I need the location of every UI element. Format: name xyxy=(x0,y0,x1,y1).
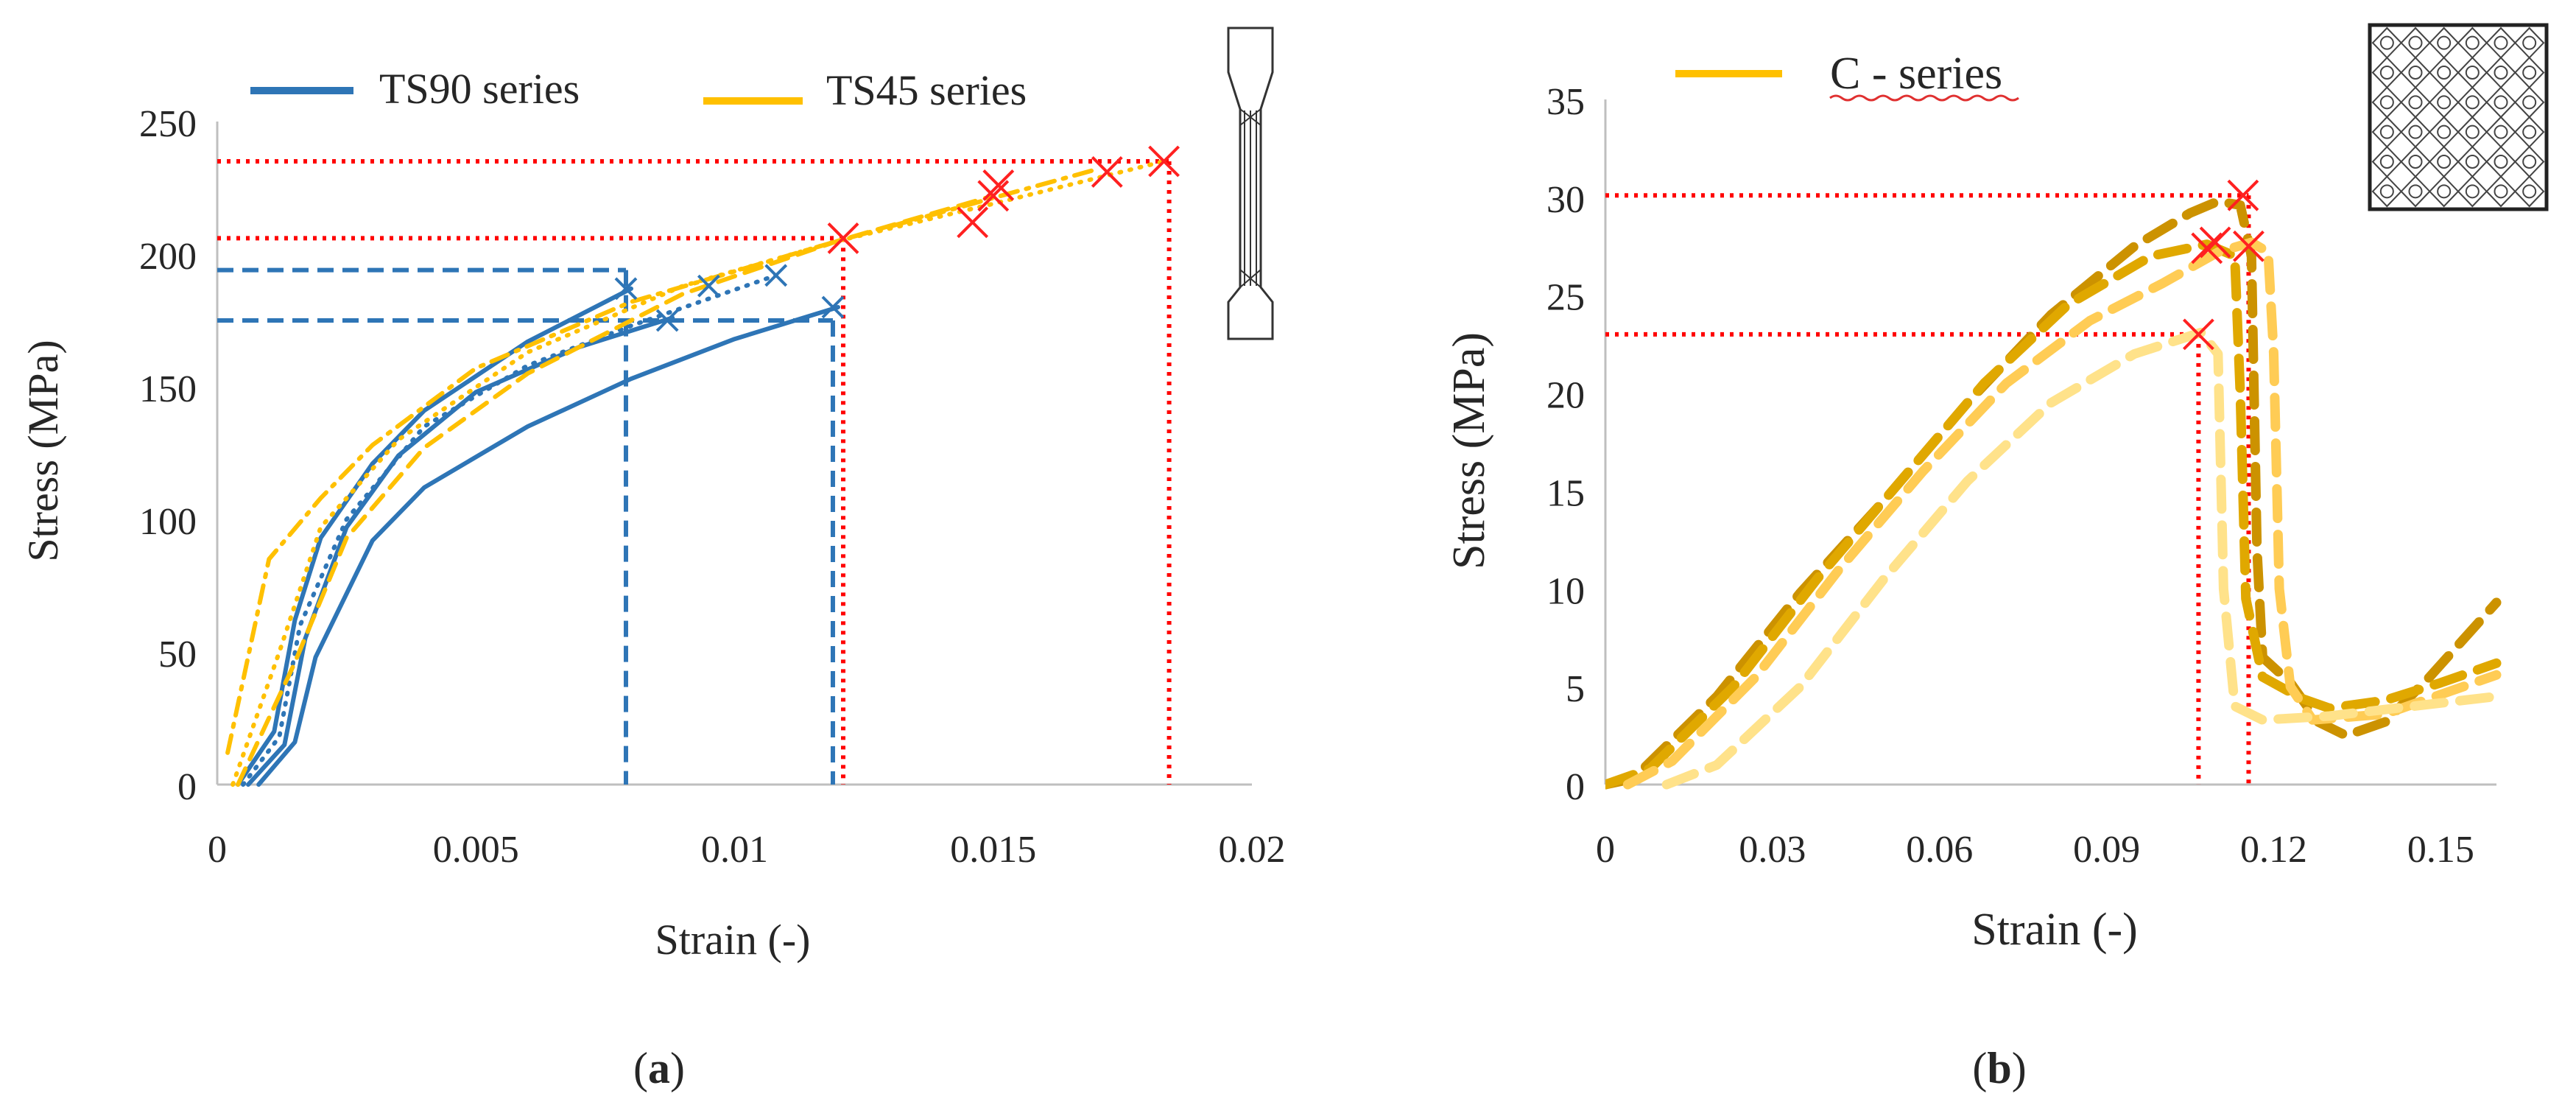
series-line-1 xyxy=(236,286,633,787)
y-tick-label: 100 xyxy=(139,501,197,543)
failure-marker xyxy=(2227,179,2259,211)
chart-a: 0 0.005 0.01 0.015 0.02 0 50 100 150 200 250 Strai… xyxy=(19,27,1286,1092)
failure-marker xyxy=(2191,232,2223,264)
legend-label-ts90: TS90 series xyxy=(379,65,580,113)
x-tick-label: 0.005 xyxy=(433,829,519,871)
y-tick-label: 10 xyxy=(1546,570,1585,612)
panel-b-label: (b) xyxy=(1972,1044,2026,1092)
failure-marker xyxy=(821,295,845,319)
series-line-2 xyxy=(1605,239,2502,790)
chart-b-xlabel: Strain (-) xyxy=(1971,905,2138,955)
y-tick-label: 150 xyxy=(139,368,197,410)
chart-a-failure-marks xyxy=(614,145,1180,332)
chart-b-axes xyxy=(1604,99,2496,786)
lattice-structure-icon xyxy=(2368,23,2549,211)
x-tick-label: 0.02 xyxy=(1219,829,1286,871)
legend-label-ts45: TS45 series xyxy=(826,66,1027,114)
x-tick-label: 0 xyxy=(208,829,227,871)
y-tick-label: 5 xyxy=(1566,668,1585,710)
y-tick-label: 25 xyxy=(1546,277,1585,319)
failure-marker xyxy=(655,309,679,332)
panel-a-label: (a) xyxy=(633,1044,685,1092)
failure-marker xyxy=(2199,226,2231,259)
failure-marker xyxy=(827,222,859,254)
chart-a-ylabel: Stress (MPa) xyxy=(19,340,67,561)
failure-marker xyxy=(957,206,989,239)
y-tick-label: 0 xyxy=(1566,766,1585,808)
chart-a-axes xyxy=(216,122,1252,786)
failure-marker xyxy=(2233,230,2264,262)
series-line-2 xyxy=(246,315,675,787)
failure-marker xyxy=(697,274,720,298)
y-tick-label: 250 xyxy=(139,103,197,145)
failure-marker xyxy=(764,264,788,287)
chart-b-ticks: 0 0.03 0.06 0.09 0.12 0.15 0 5 10 15 20 25 30 35 xyxy=(1546,81,2474,871)
y-tick-label: 20 xyxy=(1546,375,1585,417)
y-tick-label: 50 xyxy=(158,634,197,676)
chart-b-ylabel: Stress (MPa) xyxy=(1444,332,1494,569)
failure-marker xyxy=(982,169,1015,201)
series-line-4 xyxy=(241,273,778,787)
x-tick-label: 0.12 xyxy=(2240,829,2307,871)
dogbone-specimen-icon xyxy=(1227,27,1274,340)
x-tick-label: 0.01 xyxy=(701,829,768,871)
failure-marker xyxy=(1091,155,1123,188)
y-tick-label: 200 xyxy=(139,236,197,278)
x-tick-label: 0 xyxy=(1596,829,1615,871)
series-line-3 xyxy=(256,305,840,787)
failure-marker xyxy=(977,180,1010,212)
series-line-7 xyxy=(230,159,1166,787)
chart-a-guides xyxy=(217,159,1172,785)
y-tick-label: 0 xyxy=(177,766,197,808)
chart-b: 0 0.03 0.06 0.09 0.12 0.15 0 5 10 15 20 25 30 35 Stra… xyxy=(1444,23,2549,1092)
chart-a-legend: TS90 series TS45 series xyxy=(250,65,1027,114)
chart-a-series xyxy=(225,159,1166,787)
chart-a-ticks: 0 0.005 0.01 0.015 0.02 0 50 100 150 200 250 xyxy=(139,103,1286,871)
x-tick-label: 0.15 xyxy=(2407,829,2474,871)
chart-a-xlabel: Strain (-) xyxy=(655,916,811,964)
y-tick-label: 35 xyxy=(1546,81,1585,123)
x-tick-label: 0.09 xyxy=(2073,829,2140,871)
y-tick-label: 30 xyxy=(1546,179,1585,221)
x-tick-label: 0.03 xyxy=(1739,829,1806,871)
failure-marker xyxy=(1148,145,1180,178)
x-tick-label: 0.015 xyxy=(950,829,1036,871)
chart-b-legend: C - series xyxy=(1675,49,2019,102)
y-tick-label: 15 xyxy=(1546,472,1585,514)
x-tick-label: 0.06 xyxy=(1906,829,1973,871)
series-line-5 xyxy=(225,166,1099,755)
failure-marker xyxy=(2182,318,2214,351)
legend-label-c: C - series xyxy=(1830,49,2002,99)
chart-b-series xyxy=(1605,196,2502,790)
failure-marker xyxy=(614,277,638,301)
chart-b-failure-marks xyxy=(2182,179,2264,351)
spellcheck-underline xyxy=(1829,94,2019,102)
